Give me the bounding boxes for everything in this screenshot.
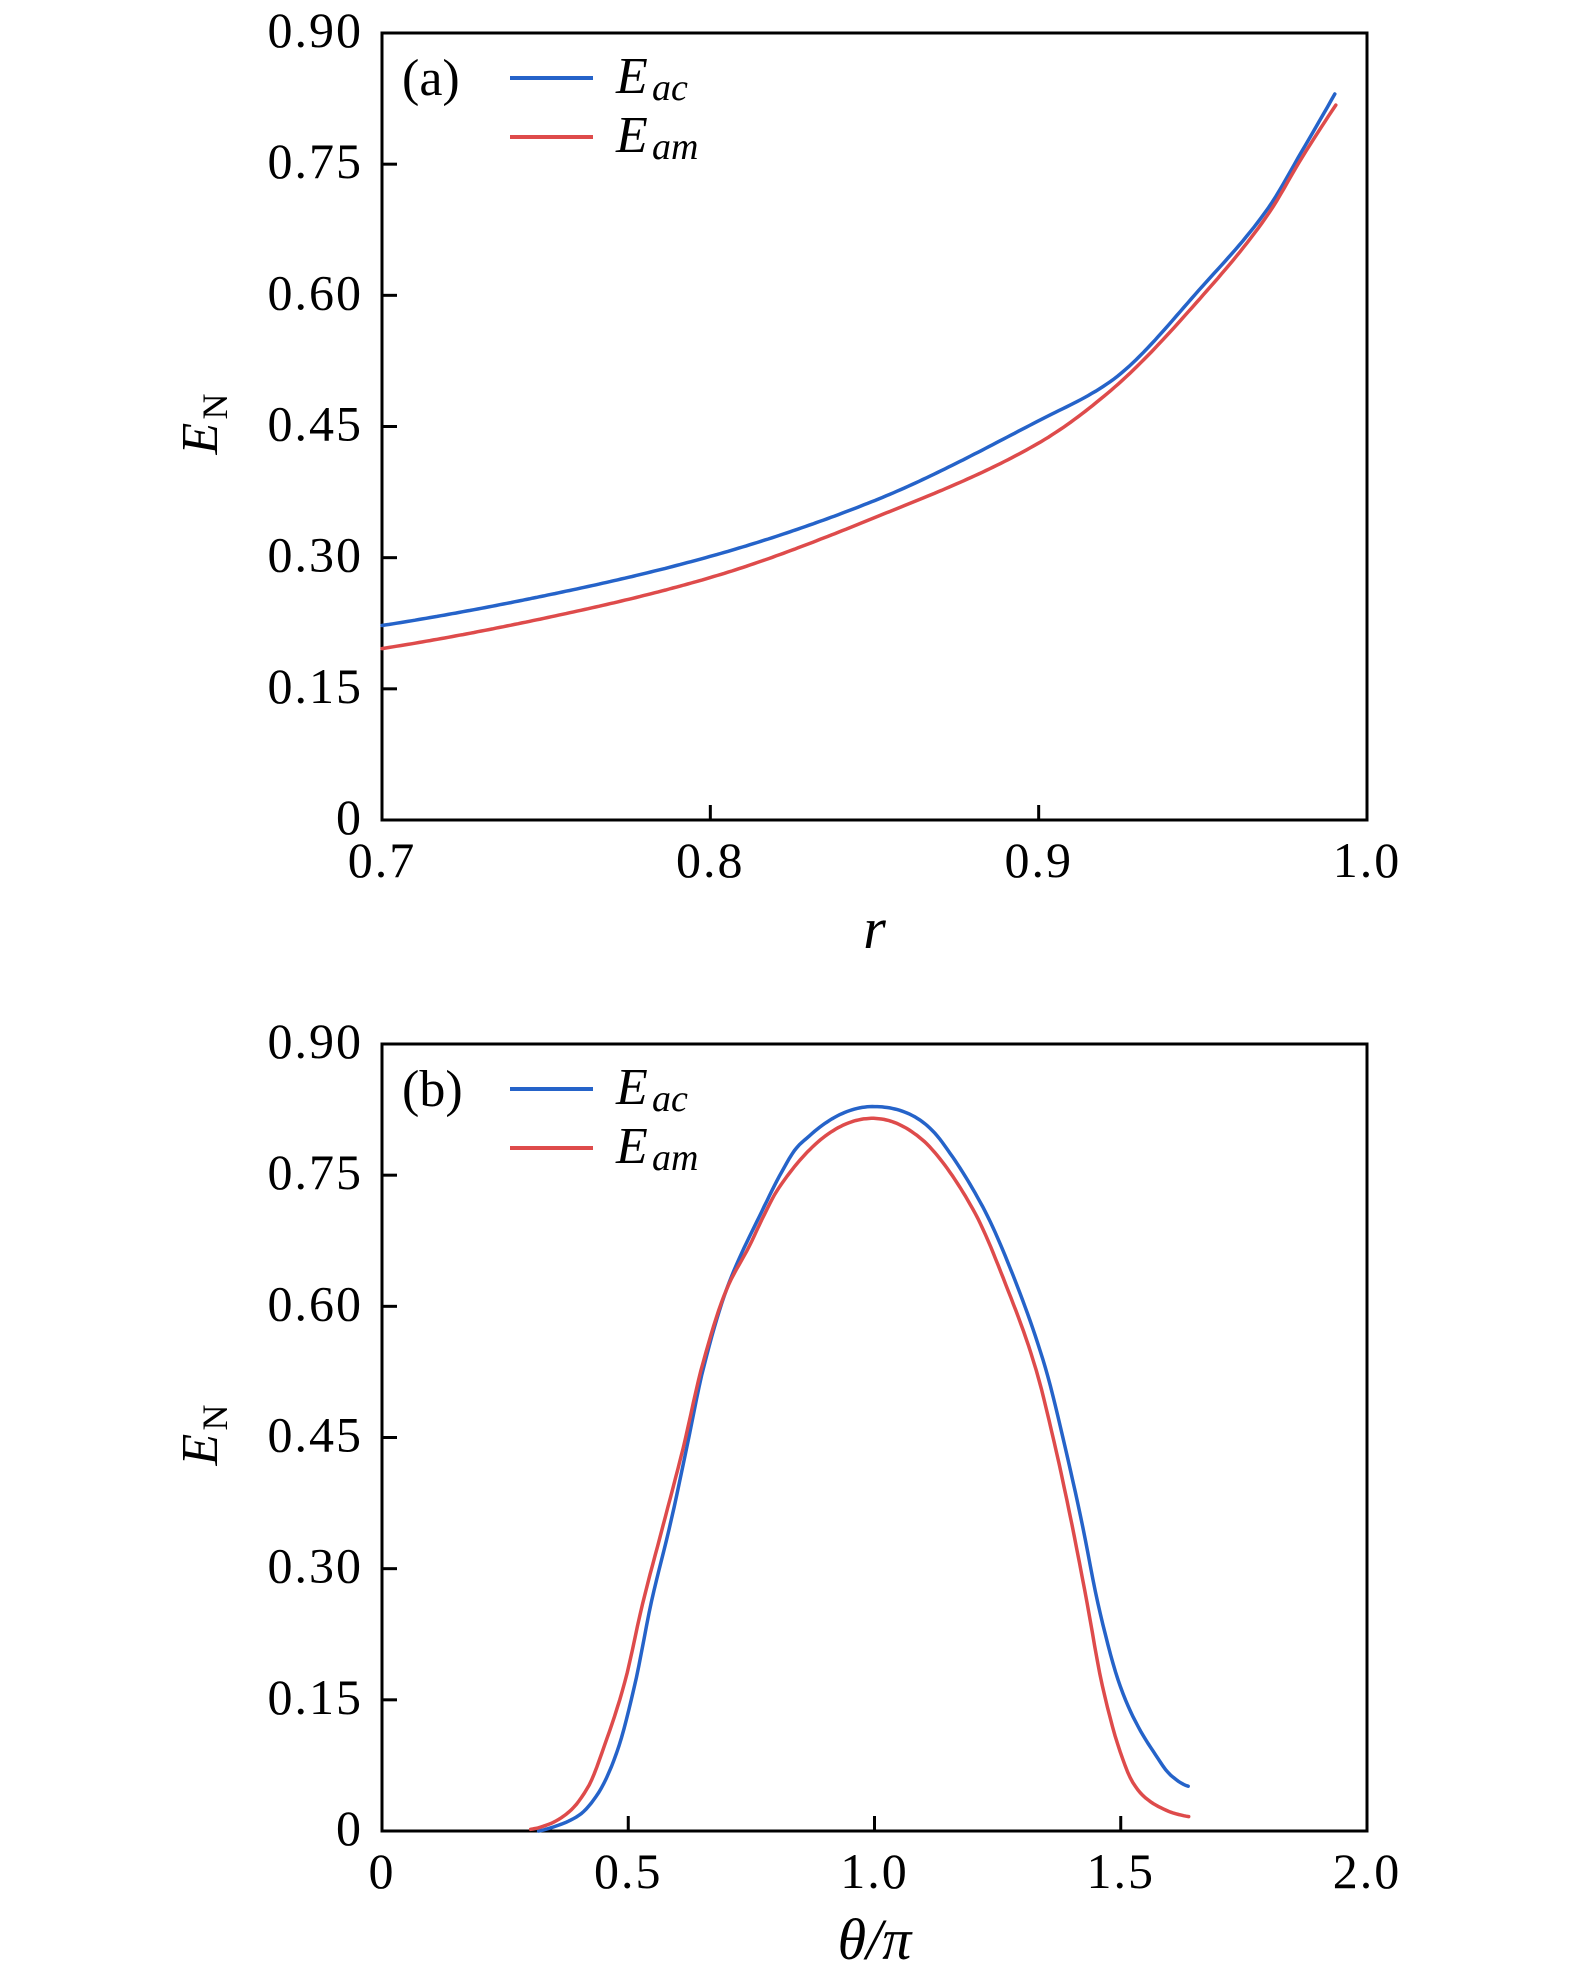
svg-text:0.75: 0.75 (268, 1144, 364, 1200)
svg-text:am: am (652, 1137, 698, 1179)
svg-text:0.90: 0.90 (268, 1013, 364, 1069)
svg-text:2.0: 2.0 (1333, 1843, 1402, 1899)
svg-text:0.9: 0.9 (1004, 832, 1073, 888)
svg-text:(a): (a) (402, 50, 460, 107)
svg-text:0: 0 (336, 1800, 363, 1856)
svg-text:0.7: 0.7 (348, 832, 417, 888)
svg-text:0.75: 0.75 (268, 133, 364, 189)
svg-text:θ/π: θ/π (838, 1907, 914, 1972)
svg-text:ac: ac (652, 1078, 688, 1120)
svg-text:0.15: 0.15 (268, 1669, 364, 1725)
svg-text:0: 0 (369, 1843, 396, 1899)
svg-text:N: N (195, 1405, 235, 1431)
svg-text:0.45: 0.45 (268, 1407, 364, 1463)
svg-text:1.0: 1.0 (1333, 832, 1402, 888)
svg-text:1.0: 1.0 (840, 1843, 909, 1899)
svg-text:0.5: 0.5 (594, 1843, 663, 1899)
svg-text:am: am (652, 126, 698, 168)
svg-text:ac: ac (652, 67, 688, 109)
svg-text:0.30: 0.30 (268, 1538, 364, 1594)
svg-text:(b): (b) (402, 1061, 463, 1118)
svg-text:E: E (615, 1059, 648, 1116)
svg-text:E: E (615, 48, 648, 105)
svg-text:0: 0 (336, 789, 363, 845)
svg-text:0.90: 0.90 (268, 2, 364, 58)
svg-text:E: E (172, 423, 229, 456)
svg-text:E: E (615, 1118, 648, 1175)
svg-text:0.15: 0.15 (268, 658, 364, 714)
svg-text:E: E (172, 1434, 229, 1467)
svg-text:0.45: 0.45 (268, 396, 364, 452)
svg-text:N: N (195, 394, 235, 420)
svg-text:E: E (615, 107, 648, 164)
svg-text:0.8: 0.8 (676, 832, 745, 888)
svg-text:0.60: 0.60 (268, 1275, 364, 1331)
svg-text:r: r (863, 896, 886, 961)
svg-text:0.60: 0.60 (268, 264, 364, 320)
svg-text:1.5: 1.5 (1087, 1843, 1156, 1899)
svg-text:0.30: 0.30 (268, 527, 364, 583)
